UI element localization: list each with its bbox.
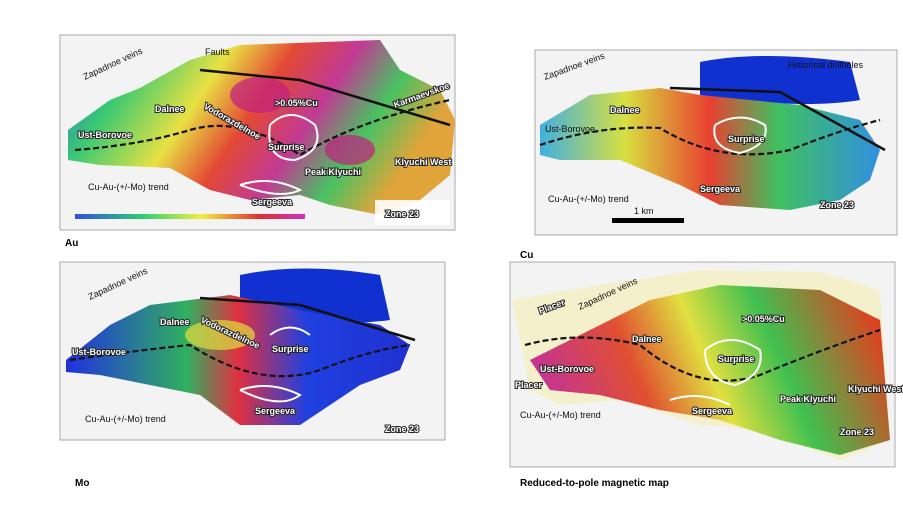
trend-line bbox=[69, 343, 411, 378]
label: Ust-Borovoe bbox=[78, 130, 132, 140]
label: Surprise bbox=[268, 142, 305, 152]
label: Dalnee bbox=[610, 105, 640, 115]
cu-outline bbox=[239, 326, 311, 403]
label: Surprise bbox=[728, 134, 765, 144]
label: Surprise bbox=[718, 354, 755, 364]
label: Dalnee bbox=[155, 104, 185, 114]
caption: Cu bbox=[520, 250, 533, 261]
label: Zone 23 bbox=[385, 424, 419, 434]
cu-outline bbox=[713, 116, 767, 155]
label: >0.05%Cu bbox=[275, 98, 318, 108]
caption: Au bbox=[65, 238, 78, 249]
anomaly bbox=[230, 77, 290, 113]
label: Zone 23 bbox=[820, 200, 854, 210]
label: Zone 23 bbox=[385, 209, 419, 219]
cu-outline bbox=[239, 114, 319, 195]
label: Historical drillholes bbox=[788, 60, 864, 70]
label: Ust-Borovoe bbox=[540, 364, 594, 374]
label: Surprise bbox=[272, 344, 309, 354]
trend-line bbox=[524, 328, 881, 382]
label: Klyuchi West bbox=[848, 384, 903, 394]
fault bbox=[199, 68, 451, 127]
label: Peak Klyuchi bbox=[305, 167, 361, 177]
trend-line bbox=[74, 98, 451, 157]
zone-box bbox=[375, 200, 450, 225]
label: Dalnee bbox=[160, 317, 190, 327]
cu-grid bbox=[700, 56, 860, 104]
cu-outline bbox=[669, 339, 762, 406]
mo-map: Zapadnoe veins Dalnee Vodorazdelnoe Ust-… bbox=[59, 261, 446, 489]
anomaly bbox=[185, 320, 255, 350]
label: Dalnee bbox=[632, 334, 662, 344]
label: Placer bbox=[515, 380, 543, 390]
au-map: Zapadnoe veins Faults >0.05%Cu Dalnee Vo… bbox=[59, 34, 456, 249]
label: Sergeeva bbox=[255, 406, 296, 416]
fault bbox=[669, 86, 886, 152]
caption: Reduced-to-pole magnetic map bbox=[520, 478, 669, 489]
au-grid bbox=[68, 40, 455, 215]
label: Sergeeva bbox=[252, 197, 293, 207]
cu-map: Zapadnoe veins Historical drillholes Dal… bbox=[520, 49, 898, 261]
trend-line bbox=[539, 118, 881, 156]
label: Faults bbox=[205, 47, 230, 57]
label: Klyuchi West bbox=[395, 157, 451, 167]
label: Cu-Au-(+/-Mo) trend bbox=[85, 414, 166, 424]
label: Cu-Au-(+/-Mo) trend bbox=[88, 182, 169, 192]
color-legend bbox=[75, 214, 305, 219]
label: Sergeeva bbox=[700, 184, 741, 194]
label: Cu-Au-(+/-Mo) trend bbox=[548, 194, 629, 204]
label: Peak Klyuchi bbox=[780, 394, 836, 404]
anomaly bbox=[325, 135, 375, 165]
magnetic-map: Zapadnoe veins Placer >0.05%Cu Dalnee Us… bbox=[509, 261, 903, 489]
mo-grid bbox=[66, 295, 410, 425]
label: Ust-Borovoe bbox=[72, 347, 126, 357]
label: Zone 23 bbox=[840, 427, 874, 437]
scale-bar bbox=[612, 218, 684, 223]
label: Ust-Borovoe bbox=[545, 124, 595, 134]
label: Sergeeva bbox=[692, 406, 733, 416]
label: >0.05%Cu bbox=[742, 314, 785, 324]
fault bbox=[199, 296, 416, 342]
label: 1 km bbox=[634, 206, 654, 216]
label: Cu-Au-(+/-Mo) trend bbox=[520, 410, 601, 420]
caption: Mo bbox=[75, 478, 89, 489]
